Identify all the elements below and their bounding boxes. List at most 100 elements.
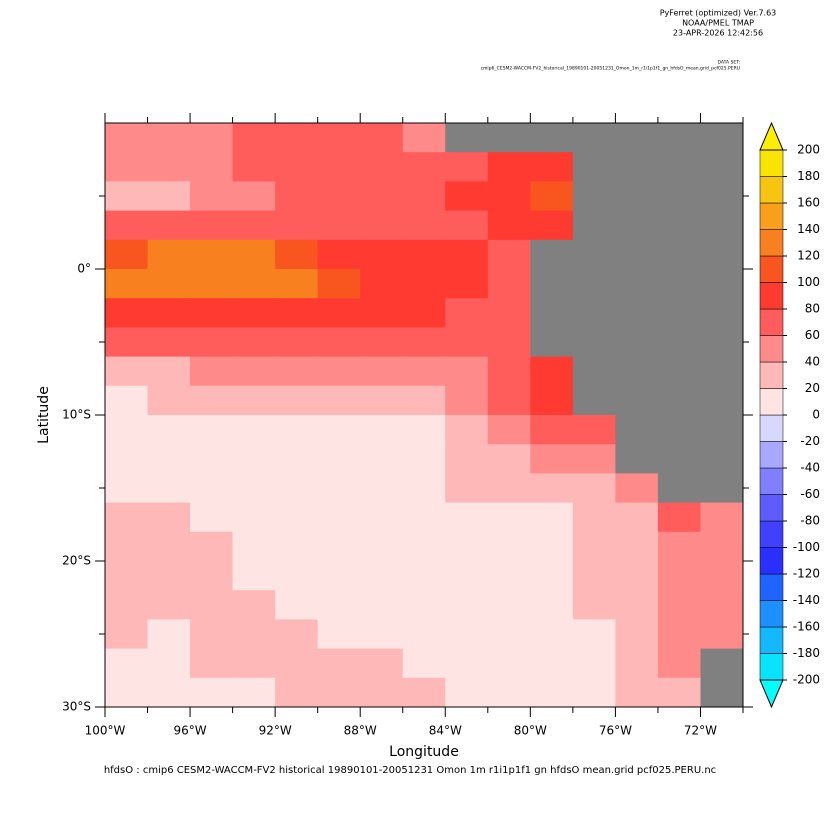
cell	[402, 415, 446, 445]
cell	[572, 648, 616, 679]
cell	[275, 531, 319, 562]
cell	[105, 531, 149, 562]
cell	[530, 648, 574, 679]
colorbar-label: -140	[793, 593, 820, 607]
cell	[360, 444, 404, 474]
colorbar-label: 80	[805, 302, 820, 316]
cell	[530, 531, 574, 562]
colorbar-bin	[759, 573, 784, 601]
cell	[572, 152, 616, 182]
cell	[105, 239, 149, 270]
cell	[275, 561, 319, 591]
cell	[190, 298, 234, 328]
cell	[105, 473, 149, 504]
colorbar-over	[759, 121, 784, 151]
cell	[275, 415, 319, 445]
cell	[657, 210, 701, 241]
cell	[275, 648, 319, 679]
cell	[445, 385, 489, 416]
cell	[360, 502, 404, 533]
cell	[275, 123, 319, 153]
cell	[360, 356, 404, 387]
cell	[147, 239, 191, 270]
cell	[657, 239, 701, 270]
cell	[487, 531, 531, 562]
cell	[572, 356, 616, 387]
cell	[487, 590, 531, 620]
colorbar-bin	[759, 467, 784, 495]
cell	[105, 415, 149, 445]
cell	[530, 327, 574, 358]
cell	[572, 123, 616, 153]
header-line: 23-APR-2026 12:42:56	[673, 29, 763, 38]
cell	[402, 590, 446, 620]
cell	[402, 531, 446, 562]
cell	[190, 152, 234, 182]
cell	[445, 561, 489, 591]
cell	[232, 181, 276, 212]
cell	[402, 502, 446, 533]
cell	[232, 473, 276, 504]
cell	[530, 561, 574, 591]
cell	[657, 444, 701, 474]
cell	[700, 619, 744, 650]
cell	[275, 502, 319, 533]
cell	[572, 269, 616, 299]
cell	[572, 415, 616, 445]
cell	[190, 531, 234, 562]
cell	[232, 356, 276, 387]
cell	[487, 648, 531, 679]
cell	[445, 269, 489, 299]
cell	[275, 590, 319, 620]
cell	[615, 561, 659, 591]
cell	[105, 385, 149, 416]
dataset-label: DATA SET:	[718, 60, 741, 66]
cell	[360, 210, 404, 241]
cell	[572, 677, 616, 708]
cell	[572, 531, 616, 562]
cell	[232, 239, 276, 270]
cell	[530, 415, 574, 445]
cell	[317, 590, 361, 620]
cell	[657, 531, 701, 562]
cell	[487, 561, 531, 591]
cell	[360, 473, 404, 504]
cell	[615, 502, 659, 533]
cell	[360, 415, 404, 445]
cell	[105, 181, 149, 212]
colorbar-label: 180	[797, 169, 820, 183]
colorbar-label: 40	[805, 355, 820, 369]
cell	[232, 502, 276, 533]
cell	[615, 619, 659, 650]
dataset: cmip6_CESM2-WACCM-FV2_historical_1989010…	[481, 66, 740, 72]
cell	[190, 619, 234, 650]
cell	[190, 181, 234, 212]
cell	[147, 327, 191, 358]
cell	[190, 123, 234, 153]
cell	[530, 619, 574, 650]
colorbar-bin	[759, 202, 784, 230]
cell	[657, 123, 701, 153]
colorbar-label: 100	[797, 275, 820, 289]
cell	[487, 181, 531, 212]
cell	[232, 210, 276, 241]
cell	[275, 619, 319, 650]
cell	[360, 269, 404, 299]
cell	[572, 502, 616, 533]
cell	[402, 619, 446, 650]
cell	[657, 356, 701, 387]
cell	[147, 473, 191, 504]
cell	[700, 677, 744, 708]
cell	[232, 123, 276, 153]
colorbar-label: -120	[793, 567, 820, 581]
cell	[402, 648, 446, 679]
cell	[147, 415, 191, 445]
colorbar-label: 20	[805, 381, 820, 395]
cell	[530, 152, 574, 182]
cell	[317, 648, 361, 679]
cell	[530, 210, 574, 241]
colorbar-label: 160	[797, 196, 820, 210]
cell	[530, 590, 574, 620]
colorbar-label: -200	[793, 673, 820, 687]
cell	[360, 385, 404, 416]
